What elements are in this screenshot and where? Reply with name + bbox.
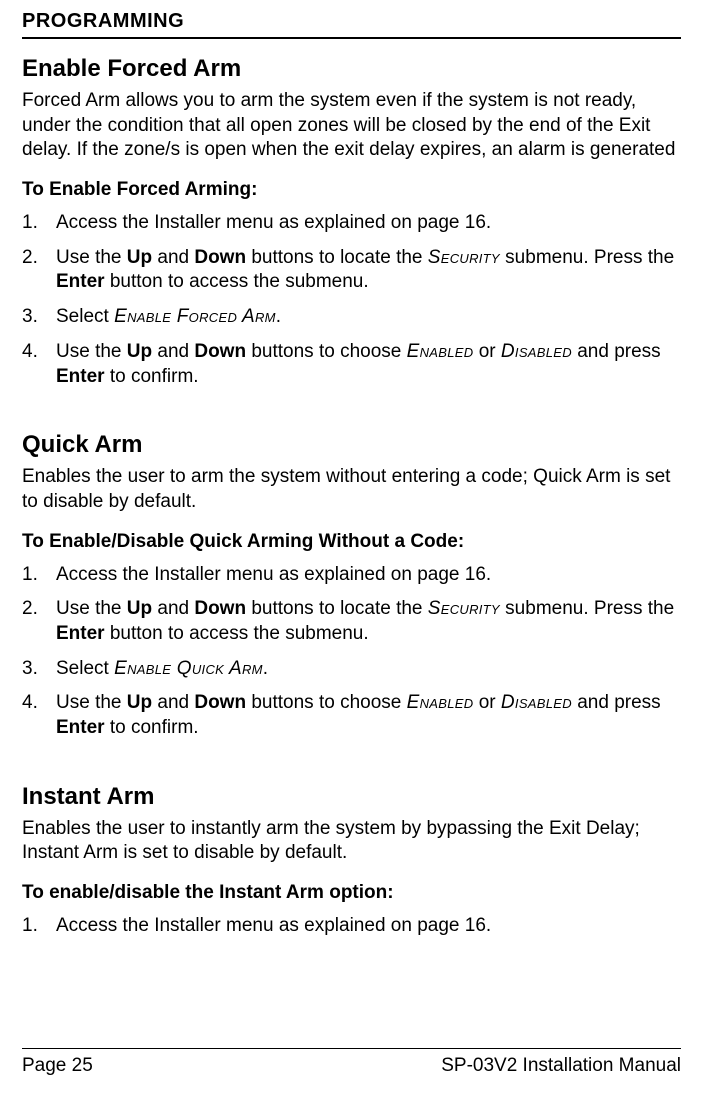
step-number: 3. [22,657,44,682]
text: and [152,692,194,713]
up-label: Up [127,598,152,619]
step-text: Access the Installer menu as explained o… [56,563,681,588]
text: Use the [56,341,127,362]
list-item: 3. Select Enable Quick Arm. [22,657,681,682]
down-label: Down [194,341,246,362]
enter-label: Enter [56,623,105,644]
text: buttons to choose [246,692,407,713]
down-label: Down [194,598,246,619]
enter-label: Enter [56,271,105,292]
step-number: 2. [22,246,44,295]
list-item: 4. Use the Up and Down buttons to choose… [22,691,681,740]
quick-arm-subheading: To Enable/Disable Quick Arming Without a… [22,531,681,553]
section-title-quick-arm: Quick Arm [22,431,681,459]
text: and press [572,692,661,713]
list-item: 2. Use the Up and Down buttons to locate… [22,597,681,646]
list-item: 1. Access the Installer menu as explaine… [22,211,681,236]
text: button to access the submenu. [105,623,369,644]
step-text: Access the Installer menu as explained o… [56,914,681,939]
up-label: Up [127,341,152,362]
up-label: Up [127,247,152,268]
section-title-instant-arm: Instant Arm [22,783,681,811]
step-text: Select Enable Forced Arm. [56,305,681,330]
disabled-smallcaps: Disabled [501,341,572,362]
text: button to access the submenu. [105,271,369,292]
footer-page-number: Page 25 [22,1055,93,1077]
text: to confirm. [105,366,199,387]
text: and [152,598,194,619]
list-item: 2. Use the Up and Down buttons to locate… [22,246,681,295]
text: and [152,341,194,362]
section-title-forced-arm: Enable Forced Arm [22,55,681,83]
security-smallcaps: Security [428,598,500,619]
text: . [276,306,281,327]
down-label: Down [194,692,246,713]
list-item: 4. Use the Up and Down buttons to choose… [22,340,681,389]
list-item: 3. Select Enable Forced Arm. [22,305,681,330]
text: or [473,692,500,713]
instant-arm-subheading: To enable/disable the Instant Arm option… [22,882,681,904]
step-number: 2. [22,597,44,646]
quick-arm-steps: 1. Access the Installer menu as explaine… [22,563,681,751]
text: and [152,247,194,268]
text: Use the [56,598,127,619]
step-number: 1. [22,563,44,588]
step-text: Use the Up and Down buttons to locate th… [56,246,681,295]
enable-quick-arm-smallcaps: Enable Quick Arm [114,658,263,679]
enable-forced-arm-smallcaps: Enable Forced Arm [114,306,276,327]
step-number: 1. [22,914,44,939]
text: submenu. Press the [500,598,674,619]
step-text: Use the Up and Down buttons to choose En… [56,691,681,740]
text: Select [56,306,114,327]
forced-arm-subheading: To Enable Forced Arming: [22,179,681,201]
text: Select [56,658,114,679]
text: to confirm. [105,717,199,738]
page-footer: Page 25 SP-03V2 Installation Manual [22,1048,681,1077]
step-number: 4. [22,691,44,740]
step-text: Access the Installer menu as explained o… [56,211,681,236]
enabled-smallcaps: Enabled [407,692,474,713]
step-text: Use the Up and Down buttons to locate th… [56,597,681,646]
text: Use the [56,692,127,713]
step-text: Select Enable Quick Arm. [56,657,681,682]
step-number: 3. [22,305,44,330]
footer-manual-title: SP-03V2 Installation Manual [441,1055,681,1077]
text: submenu. Press the [500,247,674,268]
disabled-smallcaps: Disabled [501,692,572,713]
text: and press [572,341,661,362]
text: . [263,658,268,679]
step-number: 1. [22,211,44,236]
text: buttons to choose [246,341,407,362]
up-label: Up [127,692,152,713]
security-smallcaps: Security [428,247,500,268]
step-text: Use the Up and Down buttons to choose En… [56,340,681,389]
text: or [473,341,500,362]
list-item: 1. Access the Installer menu as explaine… [22,563,681,588]
text: Use the [56,247,127,268]
down-label: Down [194,247,246,268]
forced-arm-steps: 1. Access the Installer menu as explaine… [22,211,681,399]
step-number: 4. [22,340,44,389]
enter-label: Enter [56,366,105,387]
instant-arm-intro: Enables the user to instantly arm the sy… [22,817,681,866]
enabled-smallcaps: Enabled [407,341,474,362]
text: buttons to locate the [246,598,428,619]
forced-arm-intro: Forced Arm allows you to arm the system … [22,89,681,163]
text: buttons to locate the [246,247,428,268]
quick-arm-intro: Enables the user to arm the system witho… [22,465,681,514]
instant-arm-steps: 1. Access the Installer menu as explaine… [22,914,681,949]
running-header: PROGRAMMING [22,10,681,39]
list-item: 1. Access the Installer menu as explaine… [22,914,681,939]
enter-label: Enter [56,717,105,738]
